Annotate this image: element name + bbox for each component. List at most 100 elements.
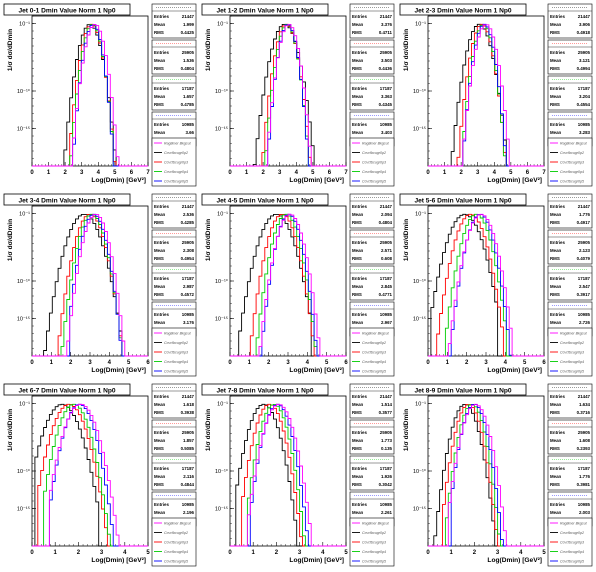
histogram-red xyxy=(32,23,148,167)
x-tick-label: 0 xyxy=(30,170,34,176)
stats-value: 25905 xyxy=(578,240,591,245)
title-box xyxy=(201,383,329,396)
x-axis-label: Log(Dmin) [GeV²] xyxy=(487,367,542,374)
chart-title: Jet 3-4 Dmin Value Norm 1 Np0 xyxy=(18,198,115,205)
stats-label: Mean xyxy=(550,474,562,479)
x-tick-label: 4 xyxy=(108,360,112,366)
chart-title: Jet 6-7 Dmin Value Norm 1 Np0 xyxy=(18,388,115,395)
title-box xyxy=(399,383,527,396)
x-axis-label: Log(Dmin) [GeV²] xyxy=(289,177,344,184)
stats-label: Entries xyxy=(154,466,169,471)
stats-label: Mean xyxy=(352,130,364,135)
stats-value: 3.363 xyxy=(381,94,393,99)
stats-label: RMS xyxy=(550,410,560,415)
x-tick-label: 6 xyxy=(344,360,348,366)
stats-value: 3.66 xyxy=(185,130,194,135)
stats-label: Mean xyxy=(550,510,562,515)
legend-entry: Ragtimer Bkgcut xyxy=(164,142,192,146)
x-tick-label: 4 xyxy=(493,170,497,176)
stats-label: RMS xyxy=(352,102,362,107)
histogram-green xyxy=(230,23,346,167)
x-tick-label: 0 xyxy=(228,170,232,176)
stats-value: 17187 xyxy=(578,86,591,91)
stats-value: 1.776 xyxy=(579,212,591,217)
stats-value: 0.4436 xyxy=(379,66,393,71)
stats-value: 0.608 xyxy=(381,256,393,261)
stats-value: 1.999 xyxy=(183,22,195,27)
legend-entry: Ccvcfbcugr0p3 xyxy=(362,351,386,355)
stats-label: RMS xyxy=(550,256,560,261)
x-tick-label: 3 xyxy=(286,360,290,366)
stats-value: 0.4554 xyxy=(577,102,591,107)
histogram-panel: Jet 3-4 Dmin Value Norm 1 Np0 1/σ dσ/dDmi… xyxy=(3,193,197,377)
stats-label: RMS xyxy=(550,30,560,35)
stats-value: 0.4804 xyxy=(379,220,393,225)
chart-title: Jet 2-3 Dmin Value Norm 1 Np0 xyxy=(414,8,511,15)
y-tick-label: 10⁻¹° xyxy=(215,279,228,285)
legend-entry: Ccvcfbcugr0p5 xyxy=(362,180,386,184)
stats-value: 10985 xyxy=(380,502,393,507)
stats-value: 1.657 xyxy=(183,94,195,99)
legend-entry: Ragtimer Bkgcut xyxy=(164,522,192,526)
x-tick-label: 2 xyxy=(267,360,271,366)
stats-label: Mean xyxy=(550,402,562,407)
stats-label: RMS xyxy=(352,30,362,35)
stats-box xyxy=(547,75,593,111)
stats-value: 0.4425 xyxy=(181,30,195,35)
y-tick-label: 10⁻¹⁵ xyxy=(17,506,30,513)
stats-label: RMS xyxy=(352,410,362,415)
x-tick-label: 4 xyxy=(519,550,523,556)
stats-label: Entries xyxy=(550,276,565,281)
legend-entry: Ragtimer Bkgcut xyxy=(362,332,390,336)
x-tick-label: 5 xyxy=(325,360,329,366)
stats-label: RMS xyxy=(550,482,560,487)
legend-entry: Ragtimer Bkgcut xyxy=(362,142,390,146)
stats-value: 0.2393 xyxy=(577,446,591,451)
stats-value: 3.503 xyxy=(381,58,393,63)
stats-label: RMS xyxy=(154,446,164,451)
histogram-black xyxy=(428,23,544,167)
stats-label: Mean xyxy=(154,474,166,479)
stats-value: 0.135 xyxy=(381,446,393,451)
histogram-panel: Jet 7-8 Dmin Value Norm 1 Np0 1/σ dσ/dDmi… xyxy=(201,383,395,567)
histogram-red xyxy=(230,23,346,167)
y-tick-label: 10⁻¹⁵ xyxy=(17,316,30,323)
legend-box xyxy=(349,327,395,377)
stats-value: 1.634 xyxy=(579,402,591,407)
stats-box xyxy=(547,455,593,491)
legend-entry: Ccvcfbcugr0p4 xyxy=(560,170,584,174)
legend-entry: Ccvcfbcugr0p2 xyxy=(164,151,188,155)
x-tick-label: 1 xyxy=(245,170,249,176)
stats-label: Mean xyxy=(352,94,364,99)
stats-box xyxy=(151,455,197,491)
stats-label: Mean xyxy=(154,510,166,515)
legend-entry: Ccvcfbcugr0p4 xyxy=(362,170,386,174)
stats-label: Entries xyxy=(352,430,367,435)
stats-value: 0.3938 xyxy=(181,410,195,415)
stats-value: 17187 xyxy=(380,276,393,281)
stats-value: 21447 xyxy=(182,394,195,399)
y-axis-label: 1/σ dσ/dDmin xyxy=(403,409,410,451)
x-tick-label: 4 xyxy=(123,550,127,556)
stats-value: 17187 xyxy=(578,466,591,471)
stats-value: 3.283 xyxy=(579,130,591,135)
stats-value: 0.4285 xyxy=(181,220,195,225)
stats-label: Mean xyxy=(550,284,562,289)
x-tick-label: 1 xyxy=(50,360,54,366)
stats-box xyxy=(547,265,593,301)
stats-label: Entries xyxy=(550,122,565,127)
stats-value: 1.608 xyxy=(579,438,591,443)
x-axis-label: Log(Dmin) [GeV²] xyxy=(487,177,542,184)
stats-value: 21447 xyxy=(578,14,591,19)
stats-label: Entries xyxy=(352,502,367,507)
x-tick-label: 7 xyxy=(146,170,150,176)
histogram-magenta xyxy=(32,23,148,167)
x-tick-label: 2 xyxy=(459,170,463,176)
stats-label: Entries xyxy=(550,502,565,507)
x-tick-label: 1 xyxy=(47,170,51,176)
stats-label: RMS xyxy=(550,220,560,225)
x-tick-label: 0 xyxy=(426,550,430,556)
x-axis-label: Log(Dmin) [GeV²] xyxy=(91,367,146,374)
stats-value: 10985 xyxy=(182,312,195,317)
x-tick-label: 1 xyxy=(248,360,252,366)
